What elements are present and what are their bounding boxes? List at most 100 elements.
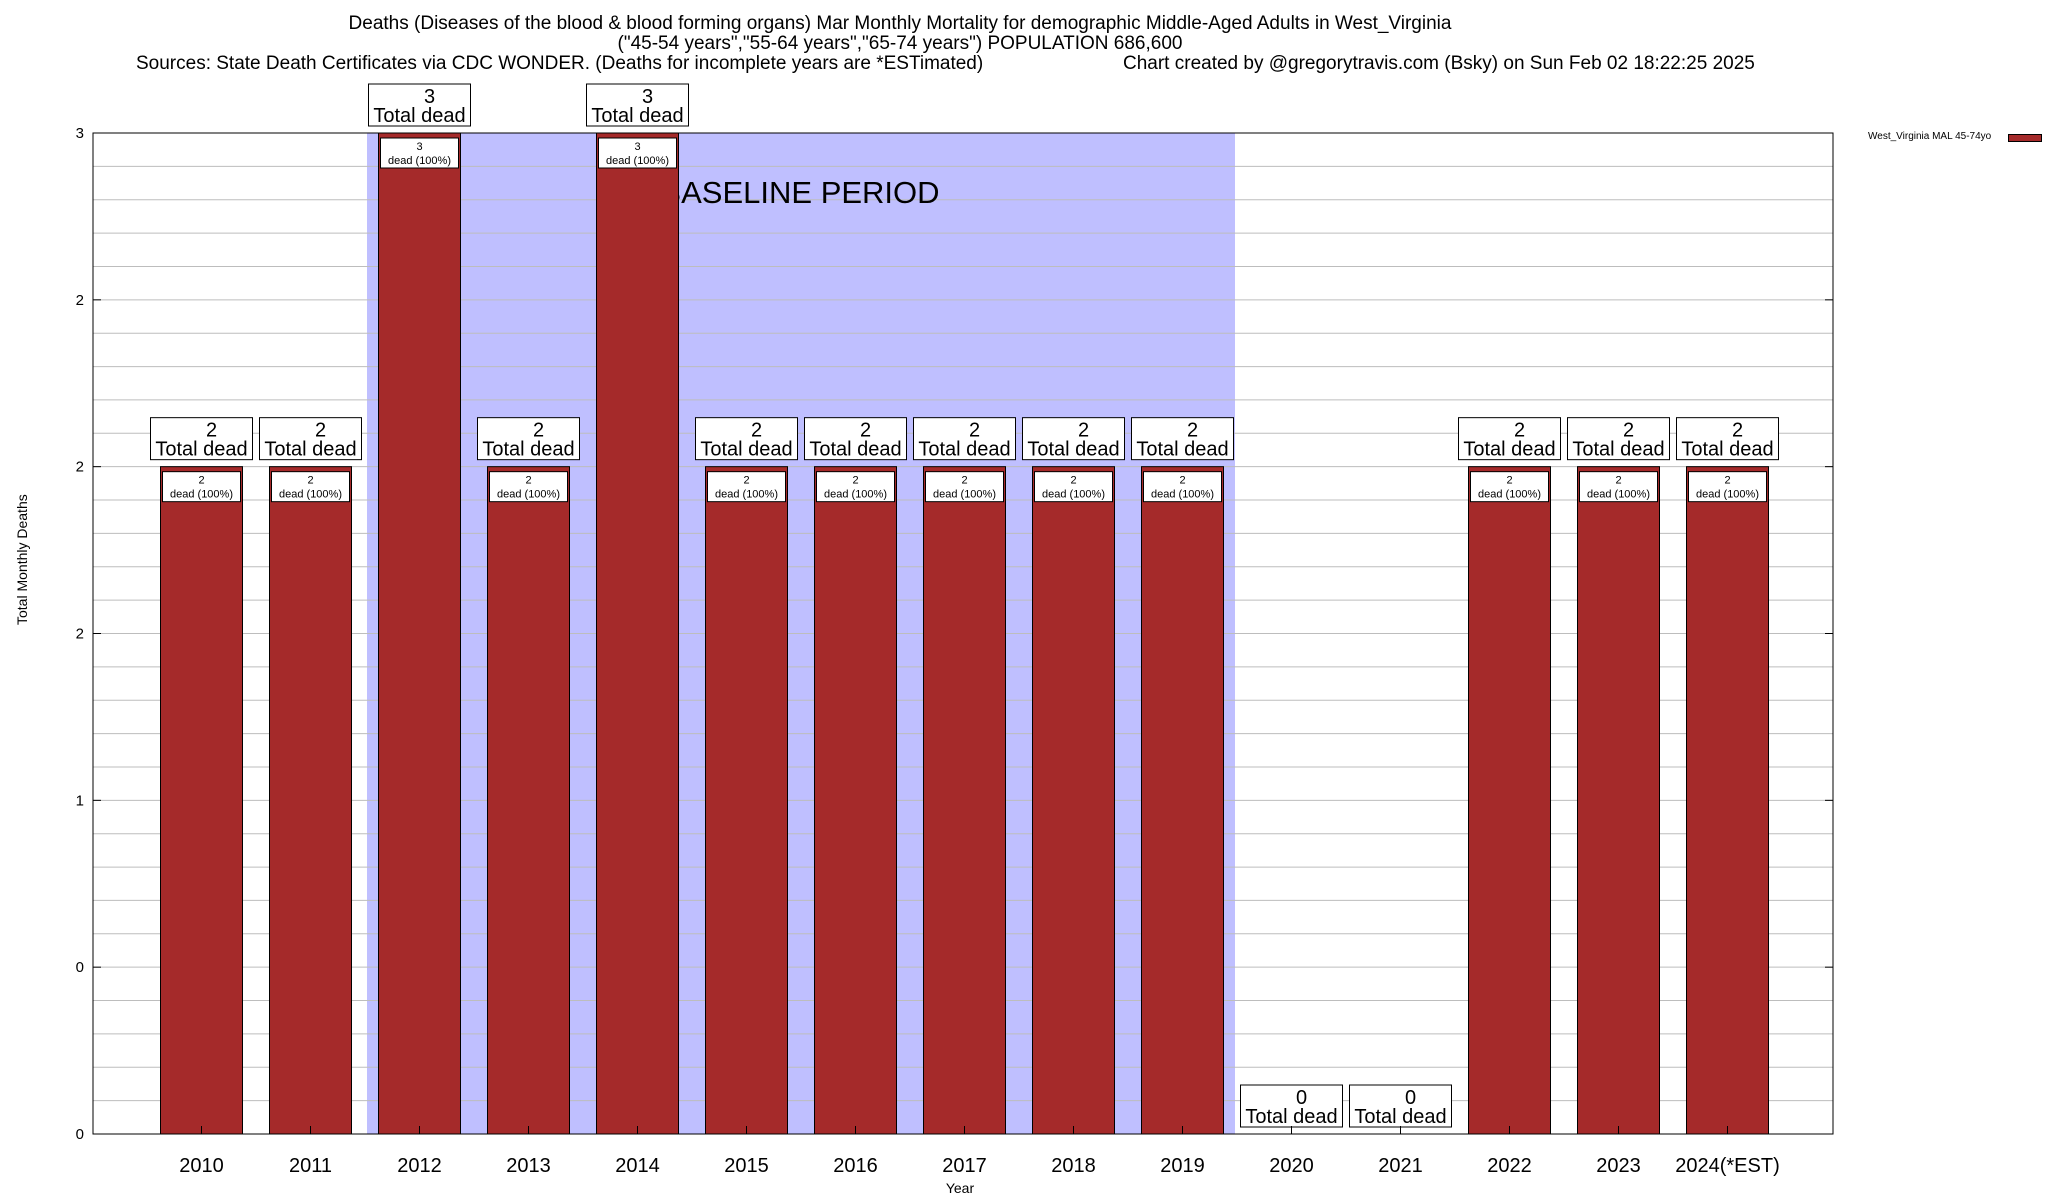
bar-total-label-box (259, 417, 362, 461)
bar-total-suffix: Total dead (155, 439, 247, 461)
bar-inner-count: 2 (525, 475, 531, 487)
bar-total-count: 2 (1078, 420, 1089, 442)
bar-inner-count: 2 (1615, 475, 1621, 487)
bar-inner-label-box (1579, 471, 1658, 503)
y-tick-label: 2 (76, 626, 84, 643)
bar-inner-count: 2 (1179, 475, 1185, 487)
bar-total-label-box (477, 417, 580, 461)
bar-inner-pct: dead (100%) (715, 489, 778, 501)
x-axis-label: Year (945, 1180, 975, 1196)
bar-total-label-box (1131, 417, 1234, 461)
chart-title: Deaths (Diseases of the blood & blood fo… (348, 13, 1452, 34)
bar-total-suffix: Total dead (373, 105, 465, 127)
x-tick-label: 2024(*EST) (1675, 1155, 1780, 1177)
bar (596, 132, 679, 1135)
bar-inner-pct: dead (100%) (497, 489, 560, 501)
x-tick-label: 2018 (1051, 1155, 1096, 1177)
x-tick-label: 2011 (289, 1155, 332, 1177)
bar-inner-count: 2 (307, 475, 313, 487)
bar-total-suffix: Total dead (1354, 1106, 1446, 1128)
y-tick-label: 2 (76, 459, 84, 476)
bar-total-count: 2 (969, 420, 980, 442)
y-tick-label: 0 (76, 1126, 84, 1143)
y-tick-label: 2 (76, 292, 84, 309)
bar-total-label-box (586, 83, 689, 127)
x-tick-label: 2012 (397, 1155, 442, 1177)
bar-total-suffix: Total dead (1681, 439, 1773, 461)
bar (1032, 466, 1115, 1135)
bar-total-label-box (1349, 1084, 1452, 1128)
baseline-label: BASELINE PERIOD (660, 175, 939, 210)
bar-total-count: 0 (1405, 1087, 1416, 1109)
bar-total-count: 2 (315, 420, 326, 442)
bar-inner-label-box (925, 471, 1004, 503)
x-tick-label: 2013 (506, 1155, 551, 1177)
y-axis-label-wrap: Total Monthly Deaths (6, 494, 30, 625)
bar-total-count: 2 (206, 420, 217, 442)
legend-label: West_Virginia MAL 45-74yo (1868, 131, 1992, 142)
x-tick-label: 2020 (1269, 1155, 1314, 1177)
bar-total-label-box (1022, 417, 1125, 461)
bar-inner-label-box (162, 471, 241, 503)
x-tick-label: 2023 (1596, 1155, 1641, 1177)
bar-inner-label-box (1143, 471, 1222, 503)
chart-sources-line: Sources: State Death Certificates via CD… (136, 53, 1836, 74)
legend-swatch (2008, 134, 2042, 142)
y-tick-label: 1 (76, 792, 84, 809)
bar-inner-pct: dead (100%) (279, 489, 342, 501)
y-tick-label: 3 (76, 125, 84, 142)
chart-sources: Sources: State Death Certificates via CD… (136, 53, 984, 74)
bar-total-count: 2 (751, 420, 762, 442)
bar-total-suffix: Total dead (918, 439, 1010, 461)
bar-total-count: 3 (642, 86, 653, 108)
bar-inner-count: 3 (634, 141, 640, 153)
x-tick-label: 2022 (1487, 1155, 1532, 1177)
bar-inner-pct: dead (100%) (606, 155, 669, 167)
bar-total-suffix: Total dead (591, 105, 683, 127)
bar-total-suffix: Total dead (482, 439, 574, 461)
plot-frame (92, 132, 1834, 1135)
bar-inner-pct: dead (100%) (1151, 489, 1214, 501)
bar (269, 466, 352, 1135)
chart-subtitle: ("45-54 years","55-64 years","65-74 year… (617, 33, 1183, 54)
bar-total-count: 2 (533, 420, 544, 442)
bar-inner-label-box (380, 137, 459, 169)
x-tick-label: 2017 (942, 1155, 987, 1177)
x-tick-label: 2014 (615, 1155, 660, 1177)
bar-total-label-box (804, 417, 907, 461)
bar-inner-count: 2 (961, 475, 967, 487)
bar-inner-pct: dead (100%) (1042, 489, 1105, 501)
x-tick-label: 2021 (1378, 1155, 1423, 1177)
bar-inner-label-box (271, 471, 350, 503)
bar-total-count: 2 (1732, 420, 1743, 442)
x-tick-label: 2015 (724, 1155, 769, 1177)
bar-inner-count: 2 (852, 475, 858, 487)
bar-inner-label-box (816, 471, 895, 503)
bar-inner-count: 2 (743, 475, 749, 487)
bar-inner-pct: dead (100%) (170, 489, 233, 501)
bar-total-label-box (1676, 417, 1779, 461)
bar-total-count: 2 (1623, 420, 1634, 442)
bar-inner-label-box (1034, 471, 1113, 503)
bar-total-suffix: Total dead (700, 439, 792, 461)
bar (814, 466, 897, 1135)
bar (487, 466, 570, 1135)
bar-inner-pct: dead (100%) (1478, 489, 1541, 501)
bar (160, 466, 243, 1135)
bar-inner-count: 2 (198, 475, 204, 487)
bar-total-label-box (1458, 417, 1561, 461)
bar-total-count: 2 (1187, 420, 1198, 442)
bar-total-suffix: Total dead (1572, 439, 1664, 461)
bar-total-suffix: Total dead (809, 439, 901, 461)
bar-total-label-box (695, 417, 798, 461)
bar-inner-pct: dead (100%) (1587, 489, 1650, 501)
bar (705, 466, 788, 1135)
bar-inner-label-box (598, 137, 677, 169)
bar-inner-label-box (489, 471, 568, 503)
x-tick-label: 2010 (179, 1155, 224, 1177)
bar-inner-label-box (707, 471, 786, 503)
bar (923, 466, 1006, 1135)
bar-total-label-box (368, 83, 471, 127)
y-axis-label: Total Monthly Deaths (14, 494, 30, 625)
